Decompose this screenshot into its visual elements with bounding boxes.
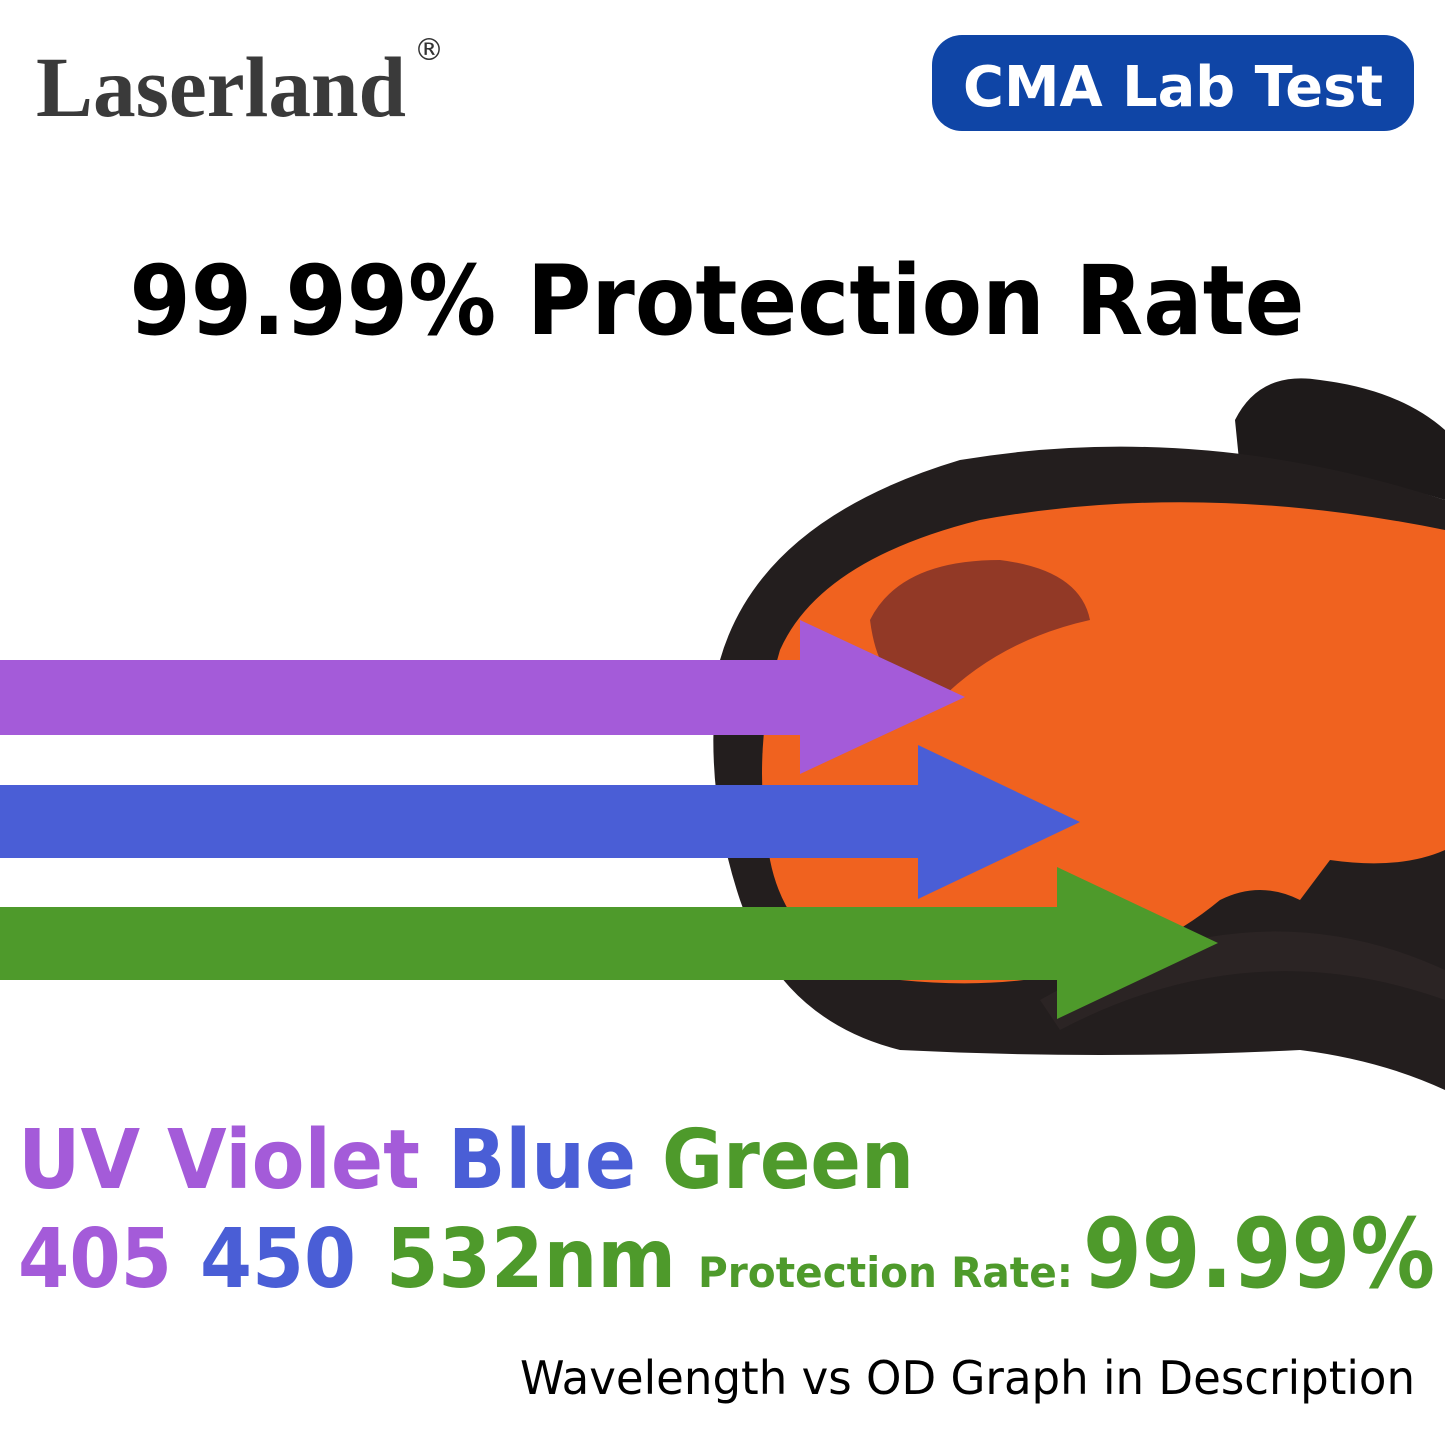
badge	[932, 35, 1414, 131]
wavelength-violet: 405	[18, 1212, 172, 1307]
logo: Laserland	[36, 39, 406, 135]
footnote: Wavelength vs OD Graph in Description	[520, 1351, 1415, 1405]
arrows	[0, 620, 1218, 1019]
wavelength-blue: 450	[200, 1212, 356, 1307]
name-violet: UV Violet	[18, 1113, 420, 1208]
name-green: Green	[662, 1113, 914, 1208]
name-blue: Blue	[448, 1113, 636, 1208]
headline: 99.99% Protection Rate	[130, 245, 1305, 357]
rate-label: Protection Rate:	[698, 1248, 1073, 1297]
registered-mark: ®	[414, 33, 444, 68]
violet-arrow	[0, 620, 965, 774]
wavelength-green: 532nm	[386, 1212, 676, 1307]
rate-value: 99.99%	[1083, 1198, 1435, 1310]
badge-text: CMA Lab Test	[963, 55, 1383, 120]
green-arrow	[0, 867, 1218, 1019]
blue-arrow	[0, 745, 1080, 899]
